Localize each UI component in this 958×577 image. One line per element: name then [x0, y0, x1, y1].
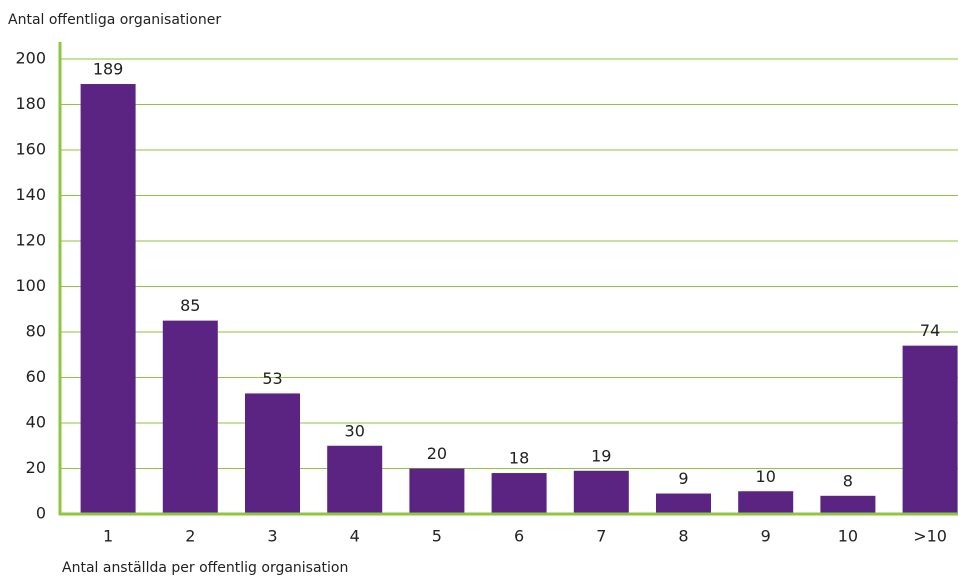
y-tick-label: 140: [15, 185, 46, 204]
x-tick-label: 7: [596, 527, 606, 546]
x-tick-label: 1: [103, 527, 113, 546]
value-label: 74: [920, 321, 940, 340]
x-axis-title: Antal anställda per offentlig organisati…: [62, 560, 348, 576]
value-label: 8: [843, 471, 853, 490]
x-tick-label: 10: [838, 527, 858, 546]
y-tick-label: 180: [15, 94, 46, 113]
bar: [245, 393, 300, 514]
bar: [656, 493, 711, 514]
y-tick-label: 100: [15, 276, 46, 295]
bar: [573, 470, 629, 514]
y-axis-title: Antal offentliga organisationer: [8, 12, 221, 28]
x-tick-label: 9: [761, 527, 771, 546]
bar: [80, 84, 136, 515]
bar: [491, 473, 547, 514]
y-tick-label: 40: [26, 413, 46, 432]
y-tick-label: 80: [26, 322, 46, 341]
value-label: 19: [591, 446, 611, 465]
value-label: 9: [678, 469, 688, 488]
value-label: 189: [93, 60, 124, 79]
y-tick-label: 120: [15, 231, 46, 250]
bar: [820, 495, 876, 514]
x-tick-label: 3: [267, 527, 277, 546]
y-tick-label: 20: [26, 458, 46, 477]
value-label: 30: [345, 421, 365, 440]
bar: [902, 345, 958, 514]
value-label: 10: [756, 467, 776, 486]
x-tick-label: 2: [185, 527, 195, 546]
bar: [409, 468, 465, 514]
y-tick-label: 0: [36, 504, 46, 523]
x-tick-label: 6: [514, 527, 524, 546]
x-tick-label: 8: [678, 527, 688, 546]
value-label: 85: [180, 296, 200, 315]
x-tick-label: 4: [350, 527, 360, 546]
y-tick-label: 60: [26, 367, 46, 386]
value-label: 20: [427, 444, 447, 463]
value-label: 53: [262, 369, 282, 388]
y-tick-label: 200: [15, 49, 46, 68]
x-tick-label: >10: [913, 527, 947, 546]
bar: [327, 445, 383, 514]
bar: [162, 320, 218, 514]
x-tick-label: 5: [432, 527, 442, 546]
y-tick-label: 160: [15, 140, 46, 159]
value-label: 18: [509, 449, 529, 468]
bar: [738, 491, 794, 514]
